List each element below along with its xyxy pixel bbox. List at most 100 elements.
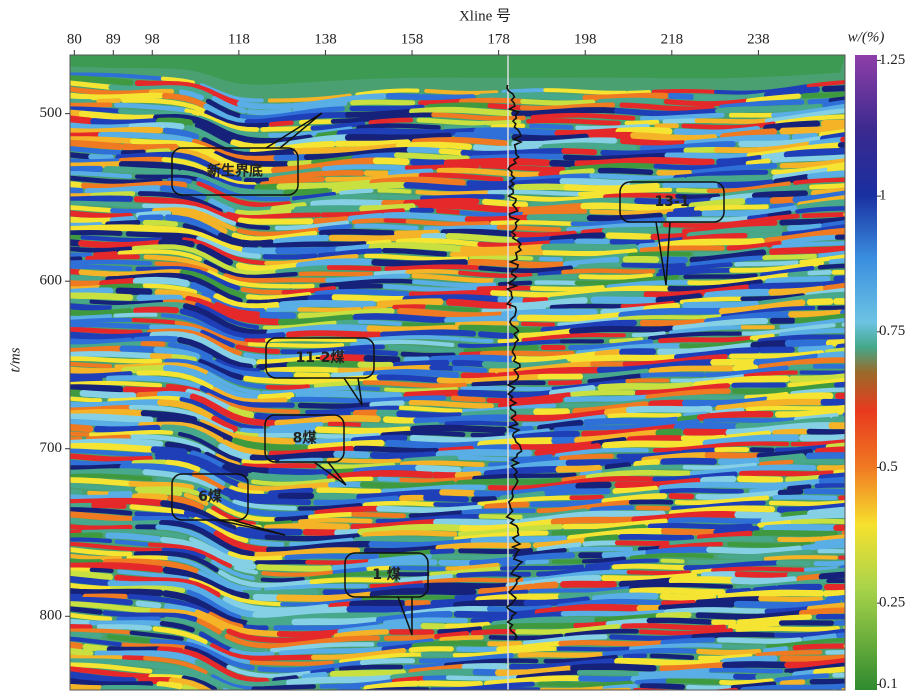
- texture-stripe: [760, 291, 845, 308]
- texture-stripe: [559, 178, 636, 187]
- texture-stripe: [315, 130, 343, 140]
- texture-stripe: [360, 422, 416, 429]
- texture-stripe: [70, 453, 153, 463]
- texture-stripe: [799, 254, 845, 265]
- texture-stripe: [287, 160, 313, 167]
- texture-stripe: [556, 646, 631, 652]
- texture-stripe: [793, 412, 839, 422]
- texture-stripe: [553, 425, 619, 433]
- texture-stripe: [470, 628, 516, 636]
- texture-stripe: [822, 99, 845, 109]
- texture-stripe: [721, 644, 766, 650]
- texture-stripe: [673, 206, 698, 214]
- texture-stripe: [203, 494, 279, 522]
- texture-stripe: [415, 464, 462, 474]
- texture-stripe: [70, 146, 123, 155]
- texture-stripe: [70, 558, 103, 566]
- texture-stripe: [725, 587, 752, 596]
- texture-stripe: [469, 255, 534, 261]
- texture-stripe: [683, 411, 708, 418]
- texture-stripe: [443, 157, 551, 167]
- texture-stripe: [293, 205, 361, 214]
- texture-stripe: [203, 103, 250, 125]
- texture-stripe: [325, 273, 410, 283]
- texture-stripe: [784, 657, 845, 669]
- texture-stripe: [131, 459, 167, 466]
- texture-stripe: [744, 391, 789, 400]
- texture-stripe: [70, 158, 123, 165]
- texture-stripe: [563, 394, 650, 403]
- texture-stripe: [234, 207, 292, 218]
- texture-stripe: [385, 93, 422, 101]
- texture-stripe: [526, 118, 621, 126]
- texture-stripe: [541, 142, 638, 152]
- texture-stripe: [521, 414, 606, 427]
- texture-stripe: [213, 293, 281, 311]
- texture-stripe: [561, 268, 656, 275]
- texture-stripe: [531, 581, 559, 591]
- texture-stripe: [645, 388, 731, 400]
- texture-stripe: [671, 500, 766, 511]
- texture-stripe: [261, 570, 336, 577]
- texture-stripe: [453, 530, 549, 542]
- texture-stripe: [773, 628, 845, 638]
- texture-stripe: [268, 467, 335, 476]
- texture-stripe: [745, 158, 771, 166]
- texture-stripe: [396, 307, 504, 320]
- texture-stripe: [719, 99, 805, 110]
- texture-stripe: [589, 505, 635, 513]
- texture-stripe: [779, 679, 806, 687]
- texture-stripe: [639, 245, 725, 253]
- texture-stripe: [469, 552, 575, 566]
- texture-stripe: [734, 260, 799, 267]
- texture-stripe: [792, 643, 845, 651]
- texture-stripe: [454, 321, 520, 327]
- texture-stripe: [411, 640, 487, 649]
- texture-stripe: [262, 253, 318, 260]
- texture-stripe: [70, 292, 134, 301]
- texture-stripe: [130, 434, 216, 457]
- texture-stripe: [70, 418, 143, 428]
- texture-stripe: [624, 119, 660, 126]
- colorbar-label: w/(%): [848, 29, 885, 45]
- texture-stripe: [750, 340, 788, 349]
- texture-stripe: [70, 132, 103, 139]
- texture-stripe: [680, 447, 716, 456]
- texture-stripe: [70, 532, 103, 539]
- texture-stripe: [445, 562, 500, 571]
- texture-stripe: [81, 180, 188, 190]
- texture-stripe: [777, 488, 804, 496]
- texture-stripe: [185, 295, 282, 326]
- texture-stripe: [726, 240, 782, 251]
- texture-stripe: [812, 364, 845, 369]
- texture-stripe: [70, 264, 133, 272]
- colorbar-tick-label: 0.75: [879, 323, 905, 339]
- texture-stripe: [715, 213, 800, 228]
- texture-stripe: [404, 605, 490, 617]
- callout-box: [619, 181, 725, 223]
- texture-stripe: [460, 372, 498, 380]
- texture-stripe: [367, 554, 433, 564]
- texture-stripe: [80, 235, 165, 243]
- texture-stripe: [626, 405, 713, 414]
- texture-stripe: [359, 203, 416, 212]
- texture-stripe: [191, 138, 278, 162]
- texture-stripe: [261, 385, 356, 395]
- texture-stripe: [696, 410, 774, 421]
- texture-stripe: [70, 361, 113, 369]
- texture-stripe: [763, 120, 821, 132]
- texture-stripe: [105, 532, 162, 543]
- texture-stripe: [792, 669, 818, 678]
- texture-stripe: [313, 495, 400, 506]
- texture-stripe: [357, 361, 394, 369]
- texture-stripe: [628, 582, 733, 591]
- texture-stripe: [779, 654, 845, 662]
- texture-stripe: [660, 394, 745, 402]
- texture-stripe: [211, 415, 238, 433]
- texture-stripe: [160, 536, 257, 570]
- texture-stripe: [328, 233, 426, 242]
- texture-stripe: [70, 152, 93, 160]
- texture-stripe: [195, 302, 260, 330]
- texture-stripe: [70, 596, 133, 606]
- texture-stripe: [310, 121, 366, 131]
